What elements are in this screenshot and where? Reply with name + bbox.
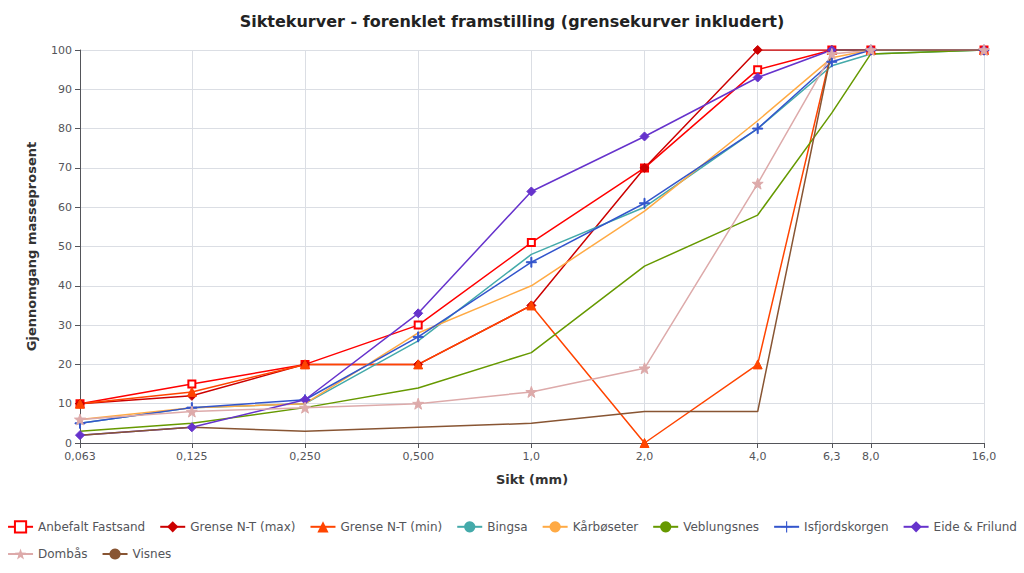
svg-text:Isfjordskorgen: Isfjordskorgen — [804, 520, 888, 534]
svg-text:Veblungsnes: Veblungsnes — [683, 520, 759, 534]
svg-text:1,0: 1,0 — [523, 450, 541, 463]
svg-text:0: 0 — [65, 437, 72, 450]
svg-text:20: 20 — [58, 358, 72, 371]
svg-text:Kårbøseter: Kårbøseter — [573, 520, 639, 534]
svg-text:Siktekurver - forenklet framst: Siktekurver - forenklet framstilling (gr… — [240, 12, 785, 31]
svg-text:70: 70 — [58, 161, 72, 174]
svg-text:Dombås: Dombås — [38, 547, 88, 561]
svg-text:4,0: 4,0 — [749, 450, 767, 463]
svg-text:Eide & Frilund: Eide & Frilund — [934, 520, 1017, 534]
svg-text:8,0: 8,0 — [862, 450, 880, 463]
svg-text:Grense N-T (max): Grense N-T (max) — [190, 520, 295, 534]
svg-text:100: 100 — [51, 44, 72, 57]
svg-text:0,500: 0,500 — [402, 450, 434, 463]
svg-text:90: 90 — [58, 83, 72, 96]
svg-text:30: 30 — [58, 319, 72, 332]
svg-text:10: 10 — [58, 397, 72, 410]
svg-text:6,3: 6,3 — [823, 450, 841, 463]
svg-text:Visnes: Visnes — [133, 547, 172, 561]
svg-text:Grense N-T (min): Grense N-T (min) — [340, 520, 442, 534]
svg-text:Bingsa: Bingsa — [487, 520, 527, 534]
svg-text:50: 50 — [58, 240, 72, 253]
svg-text:0,250: 0,250 — [289, 450, 321, 463]
svg-text:0,063: 0,063 — [64, 450, 96, 463]
svg-text:Gjennomgang masseprosent: Gjennomgang masseprosent — [24, 142, 39, 351]
svg-text:40: 40 — [58, 279, 72, 292]
svg-text:80: 80 — [58, 122, 72, 135]
svg-text:16,0: 16,0 — [972, 450, 997, 463]
svg-text:Anbefalt Fastsand: Anbefalt Fastsand — [38, 520, 145, 534]
svg-text:60: 60 — [58, 201, 72, 214]
svg-text:0,125: 0,125 — [176, 450, 208, 463]
svg-text:Sikt (mm): Sikt (mm) — [496, 472, 568, 487]
svg-text:2,0: 2,0 — [636, 450, 654, 463]
